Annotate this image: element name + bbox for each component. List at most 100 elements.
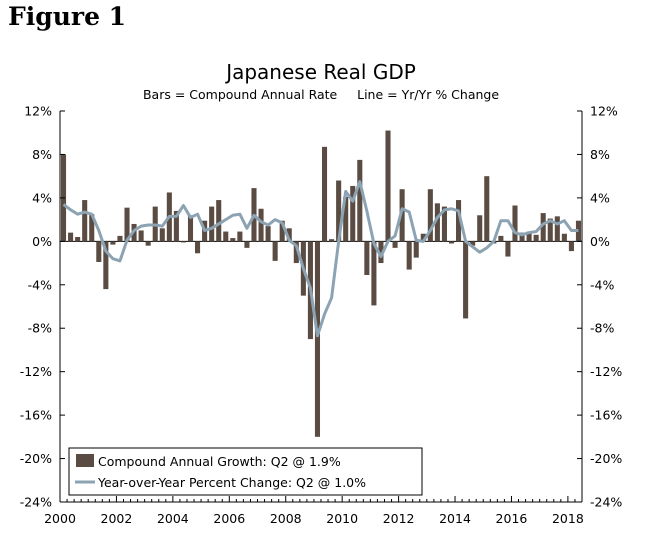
bar [568,241,574,252]
bar [512,205,518,242]
bar [406,241,412,270]
bar [441,206,447,242]
bar [413,241,419,258]
bar [187,215,194,242]
bar [230,238,236,242]
line-layer [62,180,579,338]
bar [195,241,201,254]
bar [336,180,342,242]
x-tick-label: 2010 [326,511,358,526]
bar [265,226,271,242]
bar [427,189,433,242]
y-tick-label-right: 0% [590,234,610,249]
bar [103,241,109,290]
bar [357,159,363,242]
x-tick-label: 2000 [44,511,76,526]
bar [209,206,215,242]
legend-bar-swatch [76,454,94,467]
bar [96,241,102,262]
bar [173,210,179,242]
bar [286,228,292,242]
bar [82,200,88,242]
x-tick-label: 2002 [101,511,133,526]
x-tick-label: 2006 [213,511,245,526]
legend-line-label: Year-over-Year Percent Change: Q2 @ 1.0% [97,475,366,490]
bar [456,200,462,242]
bar [385,130,391,242]
bar [89,214,95,242]
y-tick-label-right: 8% [590,147,610,162]
bar [547,218,553,242]
y-tick-label-left: -12% [20,364,52,379]
bar [448,241,455,244]
bar [110,241,116,245]
y-tick-label-right: -16% [590,408,622,423]
bar [272,241,278,261]
y-axis-left-labels: 12% 8% 4% 0% -4% -8% -12% -16% -20% -24% [20,104,52,510]
y-tick-label-left: 8% [32,147,52,162]
bar [180,241,186,243]
bar [145,241,151,246]
bar [279,220,285,242]
y-tick-label-left: 12% [24,104,52,119]
x-tick-label: 2008 [270,511,302,526]
y-tick-label-left: -20% [20,451,52,466]
bar [434,203,440,242]
bar [244,241,250,248]
y-tick-label-right: -8% [590,321,614,336]
y-tick-label-right: 4% [590,190,610,205]
y-tick-label-right: -4% [590,277,614,292]
bar [314,241,321,437]
legend-box [68,447,423,496]
bar [117,235,123,242]
y-tick-label-left: -24% [20,495,52,510]
bar [223,231,229,242]
x-tick-label: 2016 [496,511,528,526]
bar [561,233,567,242]
figure-label: Figure 1 [8,2,127,31]
bar [293,241,299,264]
bar [350,185,356,242]
y-tick-label-left: -16% [20,408,52,423]
bar [526,231,532,242]
bar [321,146,328,242]
y-axis-right-labels: 12% 8% 4% 0% -4% -8% -12% -16% -20% -24% [590,104,622,510]
bar [470,241,476,246]
x-axis-labels: 2000 2002 2004 2006 2008 2010 2012 2014 2016 2018 [44,511,584,526]
y-tick-label-right: -20% [590,451,622,466]
bar [159,228,165,242]
y-tick-label-left: -8% [28,321,52,336]
bar [519,232,525,242]
legend: Compound Annual Growth: Q2 @ 1.9% Year-o… [68,447,423,496]
x-tick-label: 2012 [383,511,415,526]
bar [484,176,490,242]
x-tick-label: 2004 [157,511,189,526]
bars-layer [60,130,582,437]
x-tick-label: 2014 [439,511,471,526]
yoy-line [62,180,579,338]
bar [505,241,511,257]
bar [392,241,398,248]
bar [420,233,426,242]
bar [124,207,130,242]
x-tick-label: 2018 [552,511,584,526]
bar [371,241,377,306]
bar [237,231,243,242]
y-tick-label-left: -4% [28,277,52,292]
bar [498,235,504,242]
bar [258,208,264,242]
bar [378,241,384,264]
bar [329,239,335,242]
bar [554,216,560,242]
y-tick-label-right: -12% [590,364,622,379]
y-tick-label-right: -24% [590,495,622,510]
chart-subtitle: Bars = Compound Annual Rate Line = Yr/Yr… [143,87,499,102]
bar [399,189,405,242]
bar [216,200,222,242]
bar [68,232,74,242]
bar [540,213,546,242]
bar [533,234,539,242]
axis-layer [59,110,583,503]
bar [75,236,81,242]
